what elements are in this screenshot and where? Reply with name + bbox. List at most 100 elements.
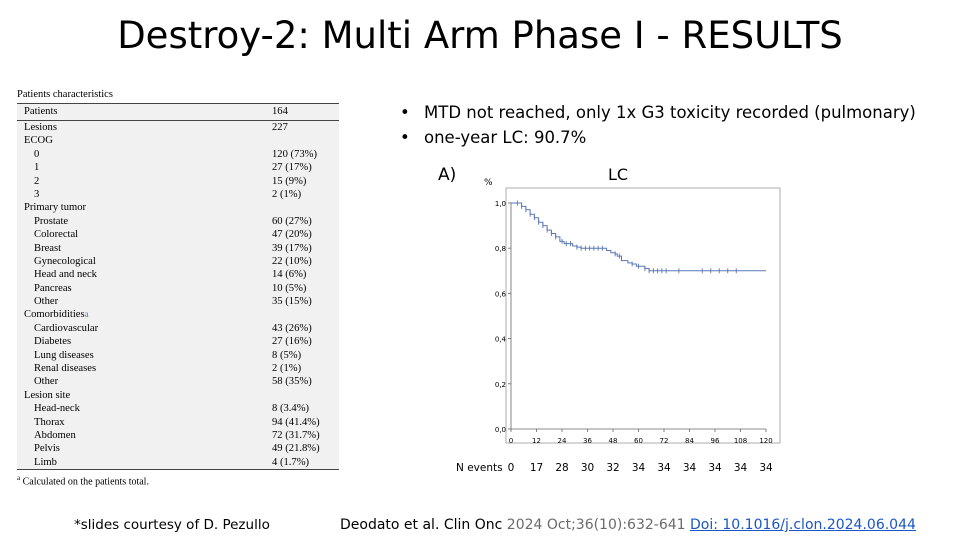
row-label: Gynecological [17, 255, 272, 268]
y-tick-label: 0,8 [495, 245, 506, 253]
row-label-text: Lung diseases [34, 349, 94, 361]
x-tick-label: 48 [609, 437, 618, 445]
x-tick-label: 72 [660, 437, 669, 445]
row-value: 227 [272, 122, 288, 133]
row-label-text: Pancreas [34, 282, 72, 294]
row-label: ECOG [17, 134, 272, 147]
table-body: Lesions 227 ECOG 0 120 (73%) 1 27 (17%) 2 15 (9%… [17, 121, 339, 469]
row-label: Renal diseases [17, 362, 272, 375]
table-row: Primary tumor [17, 201, 339, 214]
bullet-text: one-year LC: 90.7% [424, 128, 587, 147]
row-label: Lung diseases [17, 349, 272, 362]
n-events-value: 0 [508, 462, 515, 474]
patients-table: Patients 164 Lesions 227 ECOG 0 120 (73%) 1 27… [17, 103, 339, 471]
table-row: Colorectal 47 (20%) [17, 228, 339, 241]
row-label-text: Lesions [24, 122, 57, 133]
row-value: 10 (5%) [272, 282, 307, 294]
n-events-value: 28 [555, 462, 568, 474]
row-label-text: Prostate [34, 215, 69, 227]
citation: Deodato et al. Clin Onc 2024 Oct;36(10):… [340, 517, 916, 533]
n-events-value: 17 [530, 462, 543, 474]
row-value: 27 (16%) [272, 336, 312, 348]
row-label: Head-neck [17, 402, 272, 415]
table-row: Renal diseases 2 (1%) [17, 362, 339, 375]
slide-credit: *slides courtesy of D. Pezullo [74, 517, 270, 533]
y-axis-label: % [484, 178, 493, 188]
row-value: 58 (35%) [272, 376, 312, 388]
n-events-value: 30 [581, 462, 594, 474]
row-label-text: Other [34, 376, 59, 388]
header-value: 164 [272, 106, 288, 117]
bullet-text: MTD not reached, only 1x G3 toxicity rec… [424, 103, 916, 122]
table-row: 0 120 (73%) [17, 148, 339, 161]
row-label-text: Lesion site [24, 389, 71, 401]
row-label-text: Thorax [34, 416, 65, 428]
table-row: 1 27 (17%) [17, 161, 339, 174]
row-label: Abdomen [17, 429, 272, 442]
row-label-text: Colorectal [34, 229, 79, 241]
table-row: Limb 4 (1.7%) [17, 456, 339, 469]
row-value [272, 308, 339, 321]
row-label-text: Comorbidities [24, 309, 85, 321]
row-value: 35 (15%) [272, 296, 312, 308]
row-label: Diabetes [17, 335, 272, 348]
table-row: ECOG [17, 134, 339, 147]
row-label: 2 [17, 175, 272, 188]
row-label-text: Renal diseases [34, 363, 97, 375]
table-row: Diabetes 27 (16%) [17, 335, 339, 348]
x-tick-label: 36 [583, 437, 592, 445]
table-row: Other 58 (35%) [17, 375, 339, 388]
footnote-ref: a [84, 309, 89, 320]
row-label: 3 [17, 188, 272, 201]
doi-link[interactable]: Doi: 10.1016/j.clon.2024.06.044 [690, 517, 916, 533]
y-tick-label: 1,0 [495, 200, 506, 208]
table-row: Prostate 60 (27%) [17, 215, 339, 228]
row-value: 4 (1.7%) [272, 456, 310, 468]
chart-title: LC [608, 165, 628, 184]
row-label: Other [17, 295, 272, 308]
footnote-text: Calculated on the patients total. [22, 476, 149, 488]
bullet-list: • MTD not reached, only 1x G3 toxicity re… [400, 100, 916, 150]
row-label: Limb [17, 456, 272, 469]
row-value: 22 (10%) [272, 255, 312, 267]
km-chart: A) LC % 0,0 0,2 0,4 0,6 0,8 1,0 0 0 12 17 24 28 36 30… [438, 165, 781, 474]
row-value: 94 (41.4%) [272, 416, 320, 428]
row-value: 43 (26%) [272, 322, 312, 334]
x-tick-label: 108 [734, 437, 747, 445]
row-label-text: Abdomen [34, 429, 76, 441]
row-label-text: 2 [34, 175, 40, 187]
y-tick-label: 0,4 [495, 336, 507, 344]
row-label-text: ECOG [24, 135, 53, 147]
table-row: Lesion site [17, 389, 339, 402]
footnote-mark: a [17, 474, 21, 483]
row-value: 14 (6%) [272, 269, 307, 281]
table-row: Head-neck 8 (3.4%) [17, 402, 339, 415]
table-row: Other 35 (15%) [17, 295, 339, 308]
row-value: 60 (27%) [272, 215, 312, 227]
citation-authors: Deodato et al. Clin Onc [340, 517, 507, 533]
row-label: 1 [17, 161, 272, 174]
table-row: Gynecological 22 (10%) [17, 255, 339, 268]
n-events-value: 34 [632, 462, 646, 474]
y-tick-label: 0,6 [495, 290, 507, 298]
row-value: 2 (1%) [272, 188, 302, 200]
row-value [272, 389, 339, 402]
n-events-value: 32 [606, 462, 619, 474]
row-label: Comorbiditiesa [17, 308, 272, 321]
row-value: 49 (21.8%) [272, 443, 320, 455]
table-row: Pelvis 49 (21.8%) [17, 442, 339, 455]
row-label-text: Other [34, 296, 59, 308]
row-value: 120 (73%) [272, 148, 318, 160]
row-label: Pelvis [17, 442, 272, 455]
row-value [272, 134, 339, 147]
table-row: Lesions 227 [17, 121, 339, 134]
table-row: Pancreas 10 (5%) [17, 282, 339, 295]
row-value: 15 (9%) [272, 175, 307, 187]
n-events-value: 34 [657, 462, 671, 474]
row-label: Lesion site [17, 389, 272, 402]
x-tick-label: 120 [759, 437, 772, 445]
row-label: Prostate [17, 215, 272, 228]
n-events-value: 34 [734, 462, 748, 474]
row-label: Colorectal [17, 228, 272, 241]
n-events-value: 34 [708, 462, 722, 474]
